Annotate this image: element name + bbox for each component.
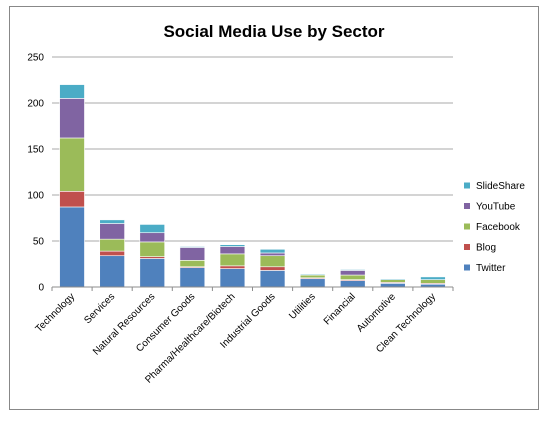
bar-segment-blog: [259, 266, 286, 271]
bar-segment-twitter: [99, 255, 125, 288]
bar-segment-slideshare: [420, 276, 446, 280]
bar-segment-facebook: [340, 274, 366, 280]
bar-segment-twitter: [179, 267, 206, 288]
y-tick-label: 200: [27, 99, 44, 110]
bar-segment-blog: [219, 265, 246, 269]
y-axis-ticks: 0 50 100 150 200 250: [27, 53, 44, 294]
chart-title: Social Media Use by Sector: [163, 22, 384, 41]
legend-swatch-twitter: [464, 264, 470, 271]
bar-segment-twitter: [139, 258, 165, 288]
x-tick-label: Utilities: [287, 291, 318, 322]
bar-segment-slideshare: [59, 84, 85, 99]
gridlines: [52, 56, 453, 242]
y-tick-label: 250: [27, 53, 44, 64]
bar-segment-facebook: [299, 274, 326, 279]
legend-swatch-facebook: [464, 223, 470, 230]
bar-segment-slideshare: [299, 273, 326, 276]
bar-segment-twitter: [259, 270, 286, 288]
bar-segment-youtube: [139, 232, 165, 243]
legend-label-twitter: Twitter: [476, 263, 506, 274]
bar-segment-twitter: [219, 268, 246, 288]
bar-segment-blog: [59, 191, 85, 208]
y-tick-label: 0: [38, 283, 44, 294]
legend-label-blog: Blog: [476, 243, 496, 254]
y-tick-label: 100: [27, 191, 44, 202]
x-tick-label: Financial: [322, 291, 358, 327]
y-tick-label: 150: [27, 145, 44, 156]
bar-segment-facebook: [259, 255, 286, 268]
bar-segment-youtube: [219, 246, 246, 255]
bar-segment-youtube: [59, 98, 85, 139]
bars: [59, 84, 446, 288]
bar-segment-youtube: [179, 247, 206, 261]
bar-segment-blog: [99, 250, 125, 257]
bar-segment-youtube: [340, 270, 366, 276]
bar-segment-twitter: [299, 278, 326, 288]
bar-segment-slideshare: [219, 244, 246, 247]
x-tick-label: Automotive: [355, 291, 398, 334]
bar-segment-facebook: [380, 279, 406, 283]
bar-segment-facebook: [139, 241, 165, 257]
chart-frame: [9, 6, 539, 410]
bar-segment-slideshare: [340, 269, 366, 271]
bar-segment-twitter: [59, 206, 85, 288]
x-axis: [51, 286, 454, 291]
bar-segment-facebook: [420, 279, 446, 284]
legend-label-slideshare: SlideShare: [476, 181, 525, 192]
legend-swatch-slideshare: [464, 182, 470, 189]
bar-segment-youtube: [99, 223, 125, 240]
legend-label-facebook: Facebook: [476, 222, 521, 233]
bar-segment-slideshare: [99, 219, 125, 224]
bar-segment-facebook: [179, 260, 206, 268]
x-tick-label: Technology: [34, 291, 78, 335]
bar-segment-twitter: [340, 280, 366, 288]
bar-segment-slideshare: [259, 248, 286, 254]
legend-swatch-youtube: [464, 203, 470, 209]
bar-segment-youtube: [259, 252, 286, 257]
bar-segment-twitter: [380, 283, 406, 288]
bar-segment-facebook: [59, 137, 85, 192]
bar-segment-slideshare: [380, 278, 406, 280]
bar-segment-slideshare: [179, 246, 206, 248]
y-tick-label: 50: [33, 237, 45, 248]
bar-segment-facebook: [219, 253, 246, 267]
legend: SlideShare YouTube Facebook Blog Twitter: [464, 181, 525, 274]
x-tick-label: Services: [82, 291, 117, 326]
legend-label-youtube: YouTube: [476, 202, 516, 213]
legend-swatch-blog: [464, 244, 470, 250]
bar-segment-facebook: [99, 238, 125, 252]
bar-segment-slideshare: [139, 224, 165, 234]
